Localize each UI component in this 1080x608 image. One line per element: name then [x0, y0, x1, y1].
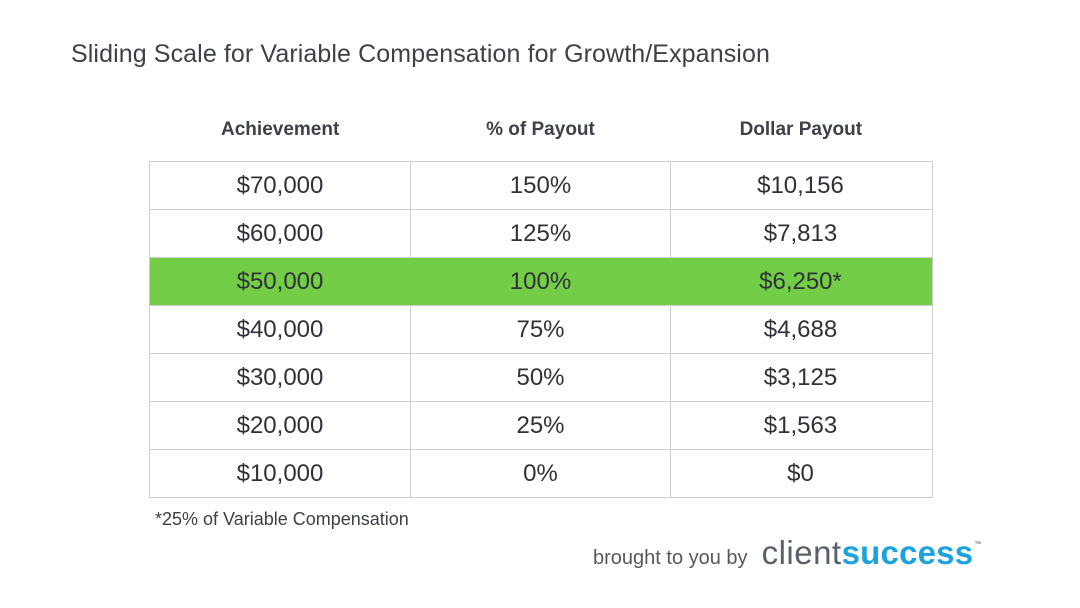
column-header-achievement: Achievement [221, 119, 340, 140]
achievement-cell: $40,000 [236, 316, 324, 343]
payout-percent-cell: 50% [410, 354, 670, 401]
dollar-payout-cell: $7,813 [670, 210, 930, 257]
table-row: $30,000 50% $3,125 [150, 353, 932, 401]
table-row: $40,000 75% $4,688 [150, 305, 932, 353]
column-header-payout-percent: % of Payout [486, 119, 595, 140]
dollar-payout-cell: $4,688 [670, 306, 930, 353]
payout-percent-cell: 25% [410, 402, 670, 449]
achievement-cell: $50,000 [236, 268, 324, 295]
table-header: Achievement % of Payout Dollar Payout [150, 116, 931, 144]
dollar-payout-cell: $10,156 [670, 162, 930, 209]
payout-percent-cell: 150% [410, 162, 670, 209]
trademark-mark: ™ [974, 541, 982, 548]
logo-text-bold: success [841, 534, 974, 571]
dollar-payout-cell: $0 [670, 450, 930, 497]
achievement-cell: $30,000 [236, 364, 324, 391]
page-title: Sliding Scale for Variable Compensation … [71, 40, 770, 68]
achievement-cell: $60,000 [236, 220, 324, 247]
payout-percent-cell: 100% [410, 258, 670, 305]
brand-credit: brought to you by clientsuccess™ [593, 534, 981, 572]
achievement-cell: $20,000 [236, 412, 324, 439]
dollar-payout-cell: $3,125 [670, 354, 930, 401]
table-row: $70,000 150% $10,156 [150, 162, 932, 209]
table-row: $10,000 0% $0 [150, 449, 932, 497]
achievement-cell: $70,000 [236, 172, 324, 199]
table-row: $50,000 100% $6,250* [150, 257, 932, 305]
clientsuccess-logo: clientsuccess™ [762, 534, 982, 572]
payout-percent-cell: 125% [410, 210, 670, 257]
dollar-payout-cell: $1,563 [670, 402, 930, 449]
logo-text-light: client [761, 534, 842, 571]
payout-percent-cell: 0% [410, 450, 670, 497]
column-header-dollar-payout: Dollar Payout [739, 119, 863, 140]
compensation-table: $70,000 150% $10,156 $60,000 125% $7,813… [149, 161, 933, 498]
achievement-cell: $10,000 [236, 460, 324, 487]
payout-percent-cell: 75% [410, 306, 670, 353]
table-row: $60,000 125% $7,813 [150, 209, 932, 257]
table-row: $20,000 25% $1,563 [150, 401, 932, 449]
brand-prefix: brought to you by [593, 547, 748, 569]
footnote: *25% of Variable Compensation [155, 509, 409, 529]
dollar-payout-cell: $6,250* [670, 258, 930, 305]
